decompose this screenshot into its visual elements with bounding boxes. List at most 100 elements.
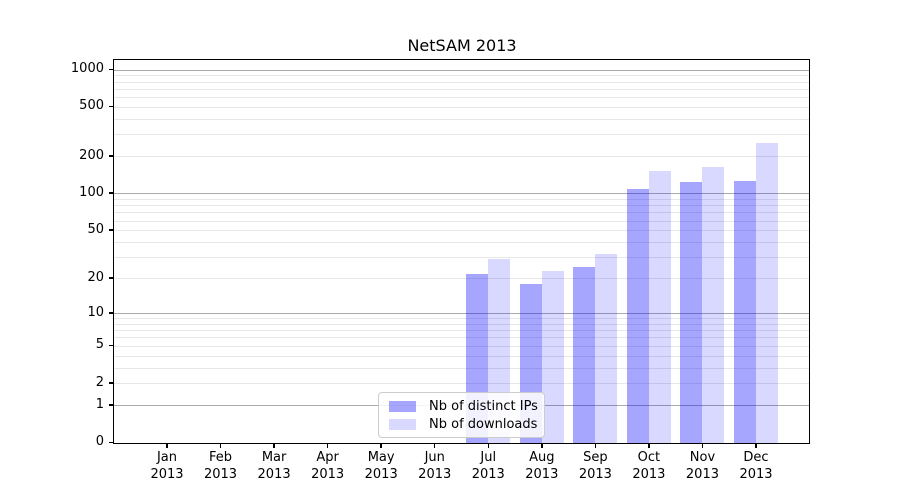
gridline-minor: [114, 97, 809, 99]
legend-swatch-downloads: [389, 418, 416, 430]
x-tick-mark: [594, 444, 597, 448]
bar-distinct-ips: [680, 181, 703, 443]
x-tick-month: Sep: [583, 450, 608, 465]
gridline-minor: [114, 88, 809, 90]
gridline-minor: [114, 118, 809, 120]
y-tick-mark: [109, 105, 113, 108]
gridline-minor: [114, 323, 809, 325]
x-tick-label: Jan 2013: [137, 450, 197, 483]
gridline-minor: [114, 220, 809, 222]
bar-distinct-ips: [734, 181, 756, 443]
x-tick-mark: [701, 444, 704, 448]
y-tick-mark: [109, 312, 113, 314]
gridline-minor: [114, 367, 809, 369]
gridline-minor: [114, 81, 809, 83]
gridline-minor: [114, 106, 809, 108]
y-tick-label: 500: [79, 98, 104, 114]
x-tick-label: Sep 2013: [565, 450, 625, 483]
legend-swatch-distinct-ips: [389, 401, 416, 413]
x-tick-label: Apr 2013: [298, 450, 358, 483]
x-tick-label: Aug 2013: [512, 450, 572, 483]
x-tick-label: May 2013: [351, 450, 411, 483]
y-tick-mark: [109, 229, 113, 231]
y-tick-label: 5: [95, 337, 104, 353]
x-tick-mark: [433, 444, 436, 448]
legend-row-downloads: Nb of downloads: [387, 416, 538, 434]
x-tick-mark: [380, 444, 382, 448]
gridline-minor: [114, 205, 809, 207]
x-tick-mark: [648, 444, 650, 448]
y-tick-label: 200: [79, 147, 104, 163]
y-tick-label: 1: [95, 396, 104, 412]
x-tick-label: Jun 2013: [405, 450, 465, 483]
x-tick-label: Dec 2013: [726, 450, 786, 483]
legend: Nb of distinct IPs Nb of downloads: [378, 392, 545, 438]
y-tick-mark: [109, 155, 113, 157]
x-tick-year: 2013: [257, 466, 291, 482]
x-tick-month: Aug: [529, 450, 555, 465]
bar-downloads: [702, 167, 725, 443]
y-tick-mark: [109, 192, 113, 194]
gridline-major: [114, 193, 809, 195]
y-tick-label: 2: [95, 374, 104, 390]
gridline-minor: [114, 198, 809, 200]
bar-downloads: [756, 143, 778, 443]
x-tick-label: Oct 2013: [619, 450, 679, 483]
gridline-minor: [114, 278, 809, 280]
gridline-minor: [114, 257, 809, 259]
x-tick-month: Apr: [316, 450, 339, 465]
x-tick-month: Jul: [480, 450, 497, 465]
bar-downloads: [595, 254, 618, 443]
gridline-minor: [114, 156, 809, 158]
bar-distinct-ips: [573, 267, 596, 443]
gridline-major: [114, 69, 809, 71]
y-tick-label: 100: [79, 184, 104, 200]
x-tick-label: Nov 2013: [672, 450, 732, 483]
gridline-minor: [114, 230, 809, 232]
x-tick-mark: [219, 444, 222, 448]
y-tick-mark: [109, 277, 113, 279]
y-tick-mark: [109, 68, 113, 71]
chart-title: NetSAM 2013: [407, 36, 517, 55]
bar-distinct-ips: [626, 189, 649, 443]
x-tick-year: 2013: [311, 466, 345, 482]
x-tick-month: Jun: [424, 450, 445, 465]
gridline-minor: [114, 134, 809, 136]
x-tick-month: Nov: [689, 450, 716, 465]
x-tick-label: Mar 2013: [244, 450, 304, 483]
x-tick-mark: [326, 444, 329, 448]
x-tick-year: 2013: [364, 466, 398, 482]
bar-downloads: [541, 271, 564, 443]
gridline-minor: [114, 212, 809, 214]
gridline-minor: [114, 242, 809, 244]
y-tick-mark: [109, 441, 113, 443]
gridline-minor: [114, 337, 809, 339]
gridline-minor: [114, 355, 809, 357]
x-tick-month: Oct: [637, 450, 661, 465]
plot-area: [113, 59, 810, 444]
x-tick-month: Dec: [743, 450, 769, 465]
x-tick-year: 2013: [525, 466, 559, 482]
gridline-minor: [114, 345, 809, 347]
y-tick-mark: [109, 404, 113, 406]
y-tick-label: 50: [87, 221, 104, 237]
x-tick-year: 2013: [150, 466, 184, 482]
x-tick-year: 2013: [203, 466, 238, 482]
x-tick-month: May: [367, 450, 395, 465]
gridline-minor: [114, 75, 809, 77]
gridline-minor: [114, 330, 809, 332]
gridline-major: [114, 313, 809, 315]
x-tick-year: 2013: [578, 466, 612, 482]
legend-row-distinct-ips: Nb of distinct IPs: [387, 398, 538, 416]
x-tick-mark: [273, 444, 275, 448]
bar-downloads: [648, 171, 671, 443]
legend-label-distinct-ips: Nb of distinct IPs: [429, 399, 538, 415]
y-tick-label: 1000: [70, 61, 104, 77]
x-tick-year: 2013: [685, 466, 719, 482]
legend-label-downloads: Nb of downloads: [429, 416, 538, 432]
gridline-minor: [114, 318, 809, 320]
x-tick-mark: [755, 444, 757, 448]
y-tick-label: 20: [87, 269, 104, 285]
gridline-minor: [114, 383, 809, 385]
x-tick-month: Jan: [156, 450, 178, 465]
